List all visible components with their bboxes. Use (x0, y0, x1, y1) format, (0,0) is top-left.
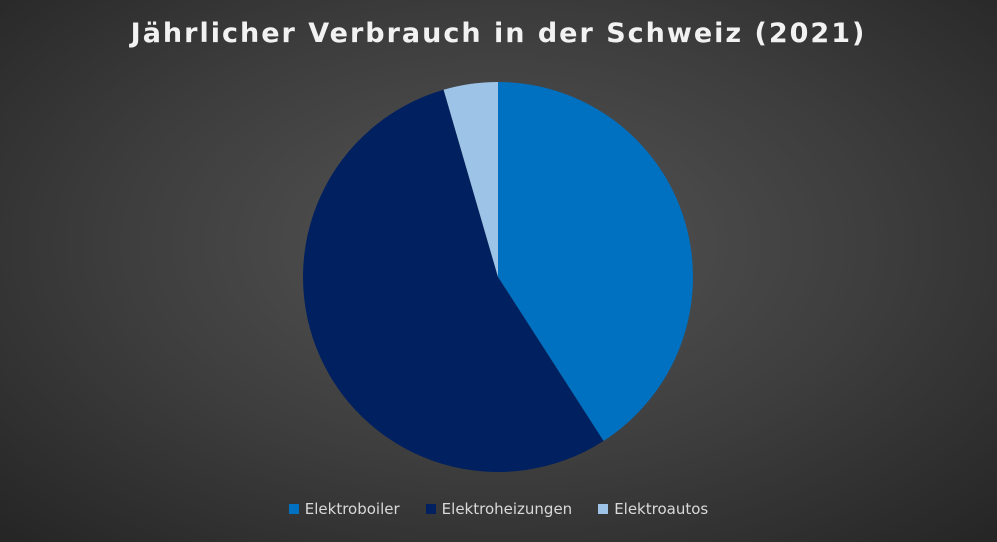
pie-slice-elektroboiler (498, 82, 693, 441)
legend-swatch (288, 504, 299, 514)
legend-swatch (425, 504, 436, 514)
legend-label: Elektroboiler (304, 500, 400, 518)
chart-legend: Elektroboiler Elektroheizungen Elektroau… (0, 500, 997, 518)
legend-label: Elektroheizungen (441, 500, 573, 518)
legend-item-elektroboiler: Elektroboiler (288, 500, 400, 518)
pie-slice-elektroheizungen (302, 89, 604, 472)
legend-item-elektroheizungen: Elektroheizungen (425, 500, 573, 518)
legend-swatch (598, 504, 609, 514)
chart-title: Jährlicher Verbrauch in der Schweiz (202… (130, 18, 867, 49)
legend-item-elektroautos: Elektroautos (598, 500, 708, 518)
legend-label: Elektroautos (614, 500, 709, 518)
pie-slices (302, 82, 693, 472)
pie-slice-elektroautos (443, 82, 498, 277)
